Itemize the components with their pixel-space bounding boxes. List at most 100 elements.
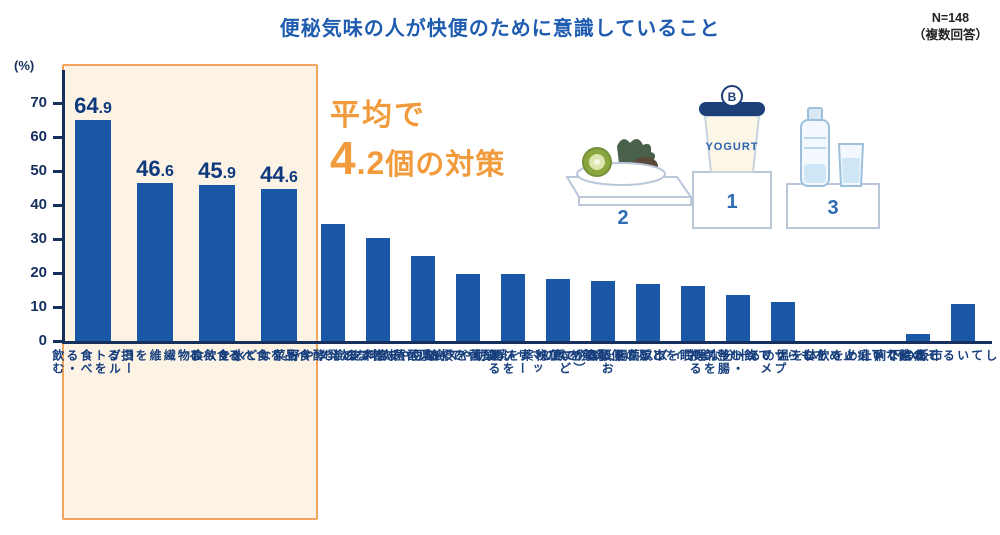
bar-column: 運動やストレッチをする xyxy=(345,70,500,362)
bar xyxy=(320,223,345,341)
bar-column: 64.9 ヨーグルトを 食べる・飲む xyxy=(51,70,136,375)
yogurt-cup-illustration: B YOGURT 1 xyxy=(699,85,765,213)
x-axis-label: 食物繊維を摂る xyxy=(105,349,205,362)
bar-column: 体を温める xyxy=(747,70,818,362)
bar xyxy=(261,189,297,341)
bar xyxy=(500,274,525,341)
bar xyxy=(199,184,235,341)
sample-note: （複数回答） xyxy=(912,27,988,42)
average-suffix: 個の対策 xyxy=(385,149,506,182)
bar-column: 病院で下痢止めを もらって飲む xyxy=(729,70,927,362)
y-axis-line xyxy=(62,70,65,341)
y-axis-tick-mark xyxy=(53,237,62,241)
y-axis-tick-mark xyxy=(53,101,62,105)
y-axis-tick-label: 60 xyxy=(30,128,47,146)
bar xyxy=(950,304,975,341)
bottle-water xyxy=(804,164,826,183)
bar xyxy=(545,279,570,341)
food-plate-illustration: 2 xyxy=(576,138,666,229)
y-axis-tick-mark xyxy=(53,339,62,343)
x-axis-label: 病院で便秘薬を もらって飲む xyxy=(420,349,605,362)
bar-column: 45.9 水を飲む xyxy=(186,70,248,362)
x-axis-label: 市販の便秘薬を飲む xyxy=(538,349,667,362)
illustration-number-3: 3 xyxy=(827,197,838,219)
bar-columns: 64.9 ヨーグルトを 食べる・飲む 46.6 食物繊維を摂る 45.9 水を飲む 44.6… xyxy=(51,70,1000,375)
bar xyxy=(75,120,111,341)
x-axis-label: フルーツや 野菜などを食べる xyxy=(187,349,372,362)
x-axis-label: 乳酸菌を摂る xyxy=(425,349,510,362)
x-axis-label: 水を飲む xyxy=(188,349,246,362)
yogurt-pedestal xyxy=(692,171,772,229)
x-axis-label: ビフィズス菌を摂る xyxy=(583,349,712,362)
glass-water xyxy=(842,158,860,183)
y-axis-tick-mark xyxy=(53,169,62,173)
x-axis-label: 特に意識している ことはない xyxy=(870,349,1000,362)
illustration-number-1: 1 xyxy=(726,191,737,213)
bottle-cap xyxy=(807,107,823,121)
bar-column: 乳酸菌飲料を飲む xyxy=(321,70,434,362)
bar-column: 十分な睡眠をとる xyxy=(636,70,749,362)
x-axis-label: 乳酸菌飲料を飲む xyxy=(321,349,435,362)
y-axis-tick-label: 50 xyxy=(30,162,47,180)
x-axis-label: サプリメント・ 整腸剤を摂る xyxy=(688,349,788,375)
x-axis-label: 市販の下痢止めを飲む xyxy=(801,349,944,362)
kiwi-core xyxy=(594,159,600,165)
bar-column: その他 xyxy=(895,70,940,362)
y-axis-tick-label: 0 xyxy=(38,332,47,350)
x-axis-line xyxy=(62,341,992,344)
bar-column: 腸（おなか）などの マッサージをする xyxy=(487,70,628,375)
pedestal-shapes xyxy=(565,171,880,229)
x-axis-label: 腸（おなか）などの マッサージをする xyxy=(486,349,629,375)
bar-column: サプリメント・ 整腸剤を摂る xyxy=(688,70,787,375)
yogurt-label-text: YOGURT xyxy=(705,141,758,153)
bar xyxy=(455,274,480,341)
y-axis-tick-mark xyxy=(53,271,62,275)
y-axis-tick-label: 10 xyxy=(30,298,47,316)
average-annotation: 平均で 4.2個の対策 xyxy=(330,99,505,184)
x-axis-label: 十分な睡眠をとる xyxy=(636,349,750,362)
bar-column: 市販の便秘薬を飲む xyxy=(539,70,666,362)
bar xyxy=(365,237,390,341)
bar xyxy=(725,295,750,341)
bar-column: ビフィズス菌を摂る xyxy=(584,70,711,362)
bar-value-label: 44.6 xyxy=(260,162,298,188)
bar-column: 特に意識している ことはない xyxy=(871,70,1000,362)
bar xyxy=(770,301,795,341)
bar xyxy=(905,334,930,341)
average-annotation-line1: 平均で xyxy=(330,99,426,132)
bar-column: 乳酸菌を摂る xyxy=(425,70,510,362)
bar-value-label: 45.9 xyxy=(198,157,236,183)
y-axis-unit-label: (%) xyxy=(14,58,35,73)
average-value: 4.2 xyxy=(330,132,386,185)
water-bottle-illustration: 3 xyxy=(800,107,865,219)
y-axis-tick-label: 30 xyxy=(30,230,47,248)
bar xyxy=(590,281,615,341)
y-axis-tick-label: 40 xyxy=(30,196,47,214)
x-axis-label: 納豆や味噌など 発酵食品を食べる xyxy=(226,349,439,362)
bar xyxy=(410,256,435,341)
yogurt-lid xyxy=(699,102,765,116)
bar-value-label: 46.6 xyxy=(136,155,174,181)
bar xyxy=(137,182,173,341)
y-axis-tick-mark xyxy=(53,203,62,207)
x-axis-label: 病院で下痢止めを もらって飲む xyxy=(728,349,927,362)
sample-size: N=148 （複数回答） xyxy=(913,10,988,44)
bar xyxy=(680,285,705,341)
y-axis-tick-mark xyxy=(53,305,62,309)
food-illustration: 2 B YOGURT 1 3 xyxy=(565,85,880,229)
average-annotation-line2: 4.2個の対策 xyxy=(330,134,505,184)
x-axis-label: ヨーグルトを 食べる・飲む xyxy=(50,349,136,375)
x-axis-label: 運動やストレッチをする xyxy=(344,349,501,362)
y-axis-tick-mark xyxy=(53,135,62,139)
bar-column: 46.6 食物繊維を摂る xyxy=(106,70,205,362)
table-edge xyxy=(578,196,692,206)
bar-column: 44.6 フルーツや 野菜などを食べる xyxy=(187,70,371,362)
bar-chart: 70 60 50 40 30 20 10 0 64.9 ヨーグルトを 食べる・飲む 46.6 食物繊… xyxy=(30,70,1000,375)
x-axis-label: 体を温める xyxy=(747,349,818,362)
yogurt-brand-badge xyxy=(721,85,743,107)
bottle-pedestal xyxy=(786,183,880,229)
illustration-number-2: 2 xyxy=(617,207,628,229)
bar xyxy=(635,283,660,341)
bar-column: 納豆や味噌など 発酵食品を食べる xyxy=(226,70,439,362)
